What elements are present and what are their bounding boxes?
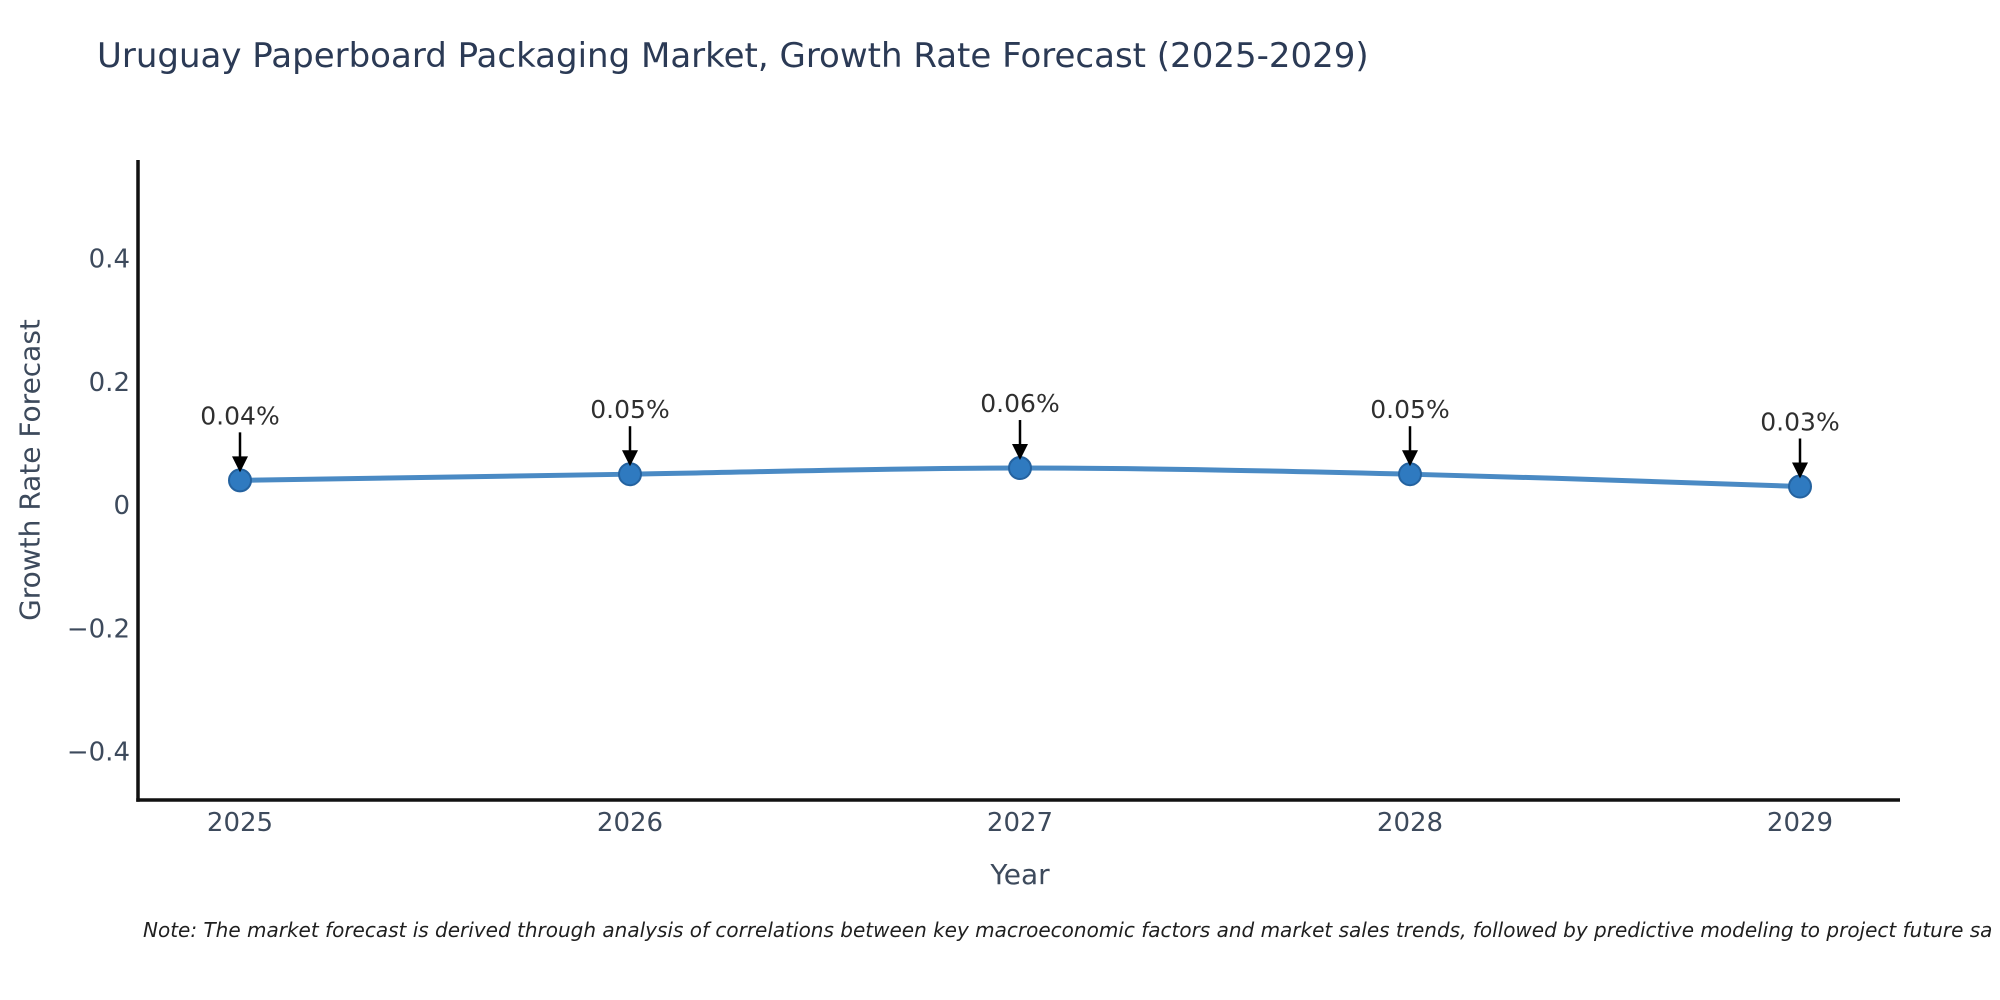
y-tick-label: 0.4 <box>89 245 130 275</box>
y-tick-label: −0.4 <box>67 738 130 768</box>
annotation-label: 0.05% <box>1370 395 1449 424</box>
y-tick-label: 0 <box>113 491 130 521</box>
y-tick-label: −0.2 <box>67 614 130 644</box>
x-tick-label: 2027 <box>987 808 1053 838</box>
data-point-marker <box>1398 462 1422 487</box>
annotation-arrow-head <box>1012 444 1028 461</box>
chart-footnote: Note: The market forecast is derived thr… <box>143 918 1993 942</box>
x-tick-label: 2029 <box>1767 808 1833 838</box>
annotation-arrow-head <box>232 456 248 473</box>
data-point-marker <box>1008 456 1032 481</box>
x-tick-label: 2026 <box>597 808 663 838</box>
x-tick-label: 2028 <box>1377 808 1443 838</box>
y-tick-label: 0.2 <box>89 368 130 398</box>
x-axis-title: Year <box>990 858 1050 891</box>
data-point-marker <box>228 468 252 493</box>
data-point-marker <box>1788 474 1812 499</box>
data-point-marker <box>618 462 642 487</box>
annotation-label: 0.06% <box>980 389 1059 418</box>
annotation-arrow-head <box>1402 450 1418 467</box>
annotation-label: 0.03% <box>1760 408 1839 437</box>
annotation-arrow-head <box>1792 462 1808 479</box>
x-tick-label: 2025 <box>207 808 273 838</box>
annotation-label: 0.05% <box>590 395 669 424</box>
annotation-arrow-head <box>622 450 638 467</box>
annotation-label: 0.04% <box>200 401 279 430</box>
chart-title: Uruguay Paperboard Packaging Market, Gro… <box>97 36 1369 76</box>
